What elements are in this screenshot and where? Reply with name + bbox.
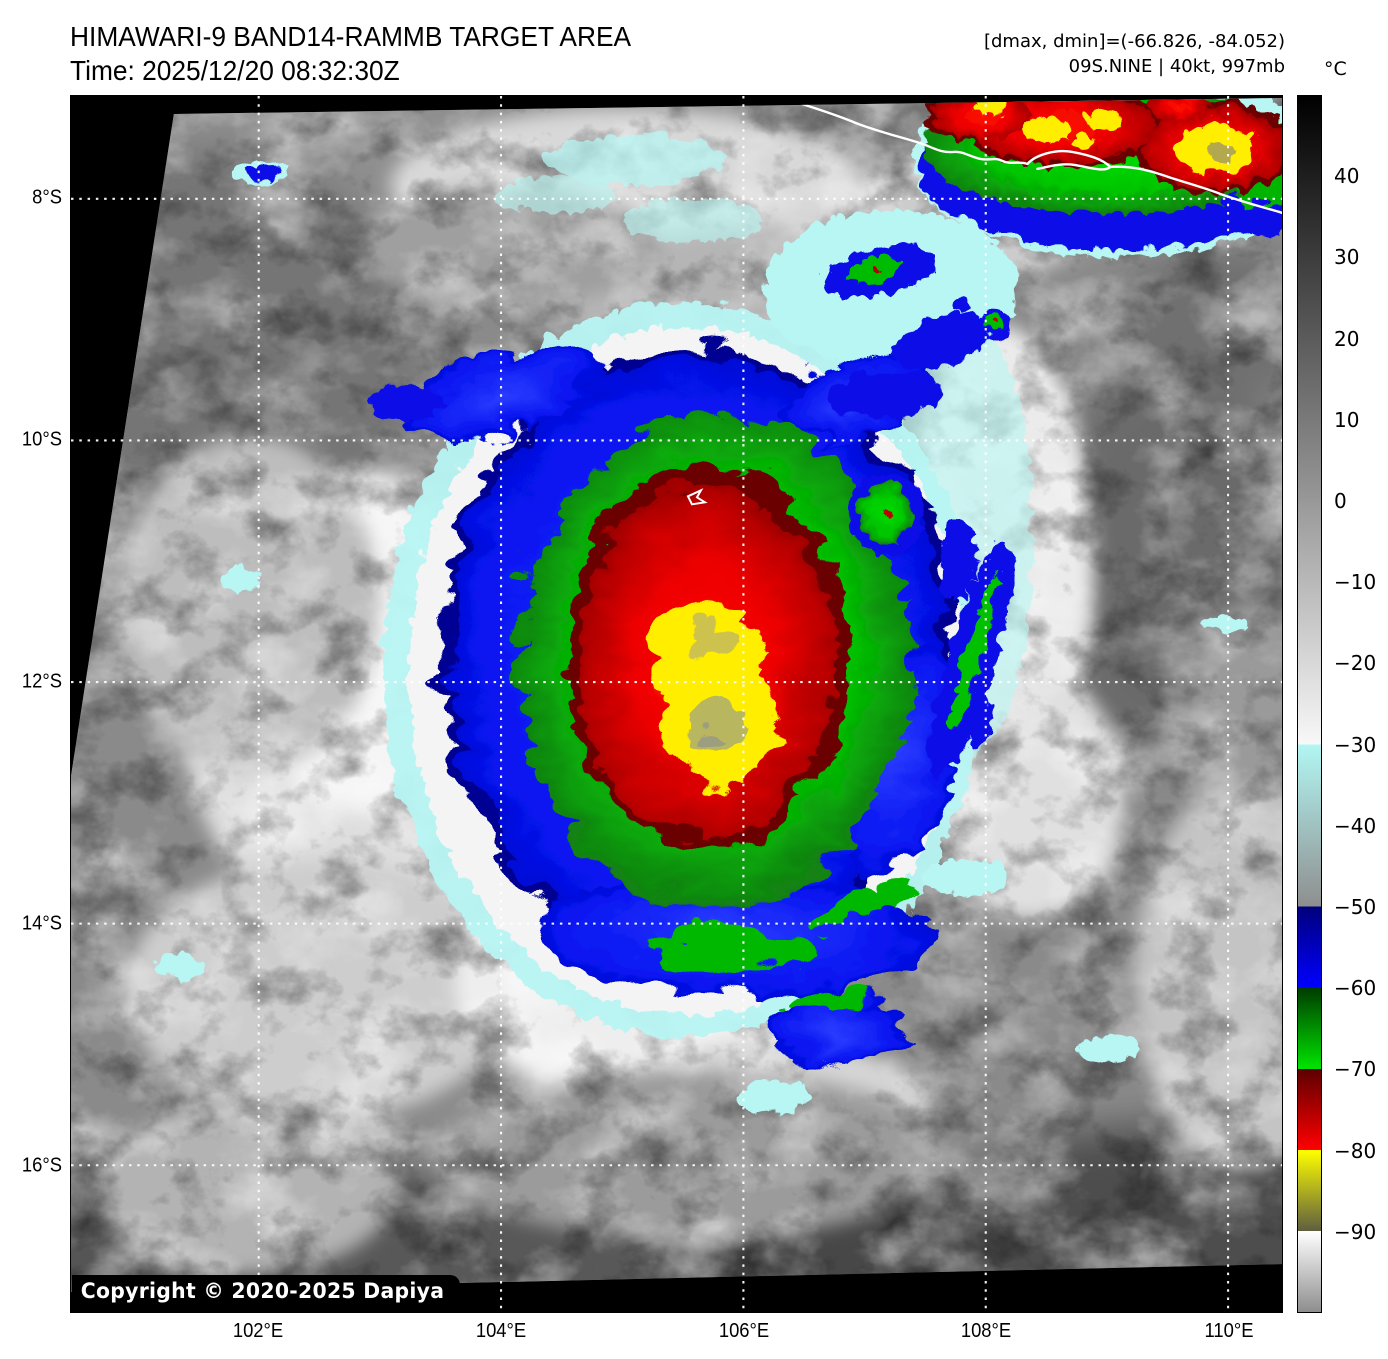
lon-tick-label: 108°E [961,1320,1012,1342]
colorbar-tick-label: 30 [1334,245,1360,270]
latlon-gridlines [71,96,1282,1312]
lat-tick-label: 14°S [21,912,62,935]
lat-tick-label: 12°S [21,670,62,693]
lon-tick-label: 102°E [232,1320,284,1342]
time-label: Time: 2025/12/20 08:32:30Z [70,55,400,86]
lon-tick-label: 106°E [718,1320,769,1342]
colorbar-tick-label: 20 [1334,326,1360,351]
northeast-convective-cluster [818,240,1008,416]
satellite-data-region [71,98,1282,1293]
colorbar-tick-label: −60 [1334,976,1377,1001]
lon-tick-label: 104°E [475,1320,526,1342]
colorbar-tick-label: −80 [1334,1138,1377,1163]
satellite-image [71,96,1282,1312]
page-title: HIMAWARI-9 BAND14-RAMMB TARGET AREA [70,21,632,52]
colorbar-tick-label: 40 [1334,164,1360,189]
colorbar-tick-label: −90 [1334,1219,1377,1244]
east-convective-cell [843,468,920,553]
colorbar-tick-label: −40 [1334,813,1377,838]
colorbar-unit-label: °C [1324,58,1347,80]
lat-tick-label: 16°S [21,1154,62,1177]
temperature-colorbar [1297,95,1322,1313]
colorbar-tick-label: −30 [1334,732,1377,757]
colorbar-tick-label: −50 [1334,895,1377,919]
colorbar-tick-label: −10 [1334,570,1377,595]
colorbar-tick-label: 0 [1334,489,1347,513]
java-convection [914,98,1282,246]
satellite-map: Copyright © 2020-2025 Dapiya [70,95,1283,1313]
lat-tick-label: 10°S [21,428,62,451]
dmax-dmin-label: [dmax, dmin]=(-66.826, -84.052) [983,31,1285,52]
lon-tick-label: 110°E [1204,1320,1254,1342]
cyclone-cdo [402,339,947,1063]
colorbar-tick-label: −70 [1334,1057,1377,1082]
colorbar-tick-label: −20 [1334,651,1377,676]
colorbar-tick-label: 10 [1334,407,1360,432]
copyright-label: Copyright © 2020-2025 Dapiya [72,1275,460,1309]
header-stats: [dmax, dmin]=(-66.826, -84.052) 09S.NINE… [984,29,1285,79]
storm-center-marker [686,488,708,506]
lat-tick-label: 8°S [32,186,62,209]
storm-info-label: 09S.NINE | 40kt, 997mb [1068,56,1285,77]
